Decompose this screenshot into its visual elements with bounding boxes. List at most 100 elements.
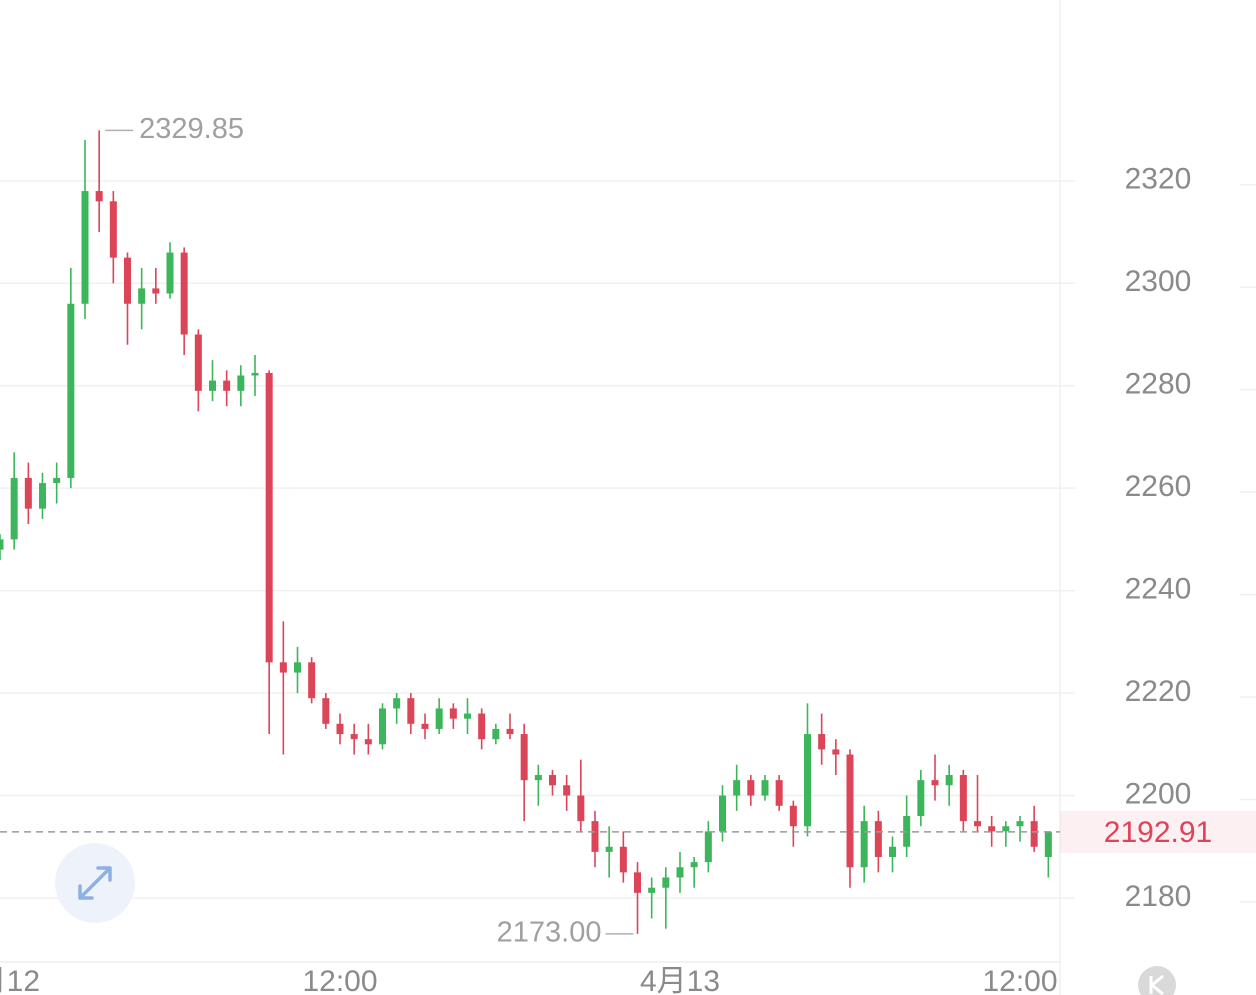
y-tick-label: 2240 [1125,573,1192,606]
candle-body [520,734,528,781]
candle-body [549,775,556,786]
y-tick-label: 2220 [1125,675,1192,708]
y-tick-label: 2320 [1125,163,1192,196]
candle-body [577,795,585,822]
candle-body [194,334,202,391]
candle-body [931,780,939,786]
candle-body [634,872,641,893]
candle-body [690,862,698,868]
x-tick-label: 12:00 [302,965,377,995]
candle-body [804,734,811,827]
candle-body [138,288,146,304]
candle-body [662,877,670,888]
candle-body [53,477,61,484]
candle-body [10,477,18,540]
candle-body [733,780,741,796]
candle-body [534,775,542,781]
grid [0,180,1256,903]
candle-body [449,708,457,719]
candle-body [39,483,46,509]
candle-body [109,201,117,258]
candle-body [846,754,854,868]
candle-body [506,728,514,735]
candle-body [322,698,330,724]
candle-body [605,846,613,852]
expand-button[interactable] [55,843,135,923]
candle-body [1002,826,1010,832]
candle-body [761,780,769,796]
candle-body [747,780,755,796]
candle-body [704,831,712,863]
candle-body [478,713,486,740]
candle-body [81,191,89,304]
x-tick-label: 12:00 [982,965,1057,995]
candle-body [1030,821,1038,847]
candle-body [719,795,726,832]
y-tick-label: 2280 [1125,368,1192,401]
candle-body [251,372,259,376]
candle-body [24,477,32,509]
labels: 2180 2200 2220 2240 2260 2280 2300 2320 4月12 12:0… [0,113,1256,995]
y-tick-label: 2200 [1125,777,1192,810]
current-price-label: 2192.91 [1104,816,1212,849]
candles [0,130,1052,934]
candle-body [407,698,415,724]
candle-body [818,734,826,750]
candle-body [988,826,996,832]
candle-body [591,821,599,852]
y-tick-label: 2260 [1125,470,1192,503]
candle-body [464,713,471,719]
candle-body [279,662,287,673]
candle-body [619,846,627,873]
candle-body [1044,831,1052,857]
candle-body [180,252,188,335]
expand-icon[interactable] [78,866,112,900]
candle-body [945,775,953,786]
candle-body [832,749,840,755]
price-axis-panel [1060,0,1256,995]
candle-body [0,539,4,550]
low-marker-label: 2173.00 [497,916,602,948]
candle-body [775,780,783,806]
candle-body [67,303,75,478]
high-marker-label: 2329.85 [139,113,244,145]
candle-body [166,252,174,294]
candle-body [336,723,344,735]
candle-body [223,380,231,391]
candle-body [237,375,245,391]
y-tick-label: 2300 [1125,265,1192,298]
candle-body [492,728,500,740]
candle-body [874,821,882,857]
candle-body [435,708,443,729]
candle-body [789,805,797,827]
candle-body [364,739,372,745]
candle-body [917,780,925,817]
candle-body [95,191,103,202]
current-price-bg [1060,810,1256,853]
candle-body [350,734,358,740]
y-tick-label: 2180 [1125,880,1192,913]
candle-body [860,821,868,868]
candle-body [379,708,386,745]
candle-body [563,785,571,796]
candle-body [974,821,981,827]
candle-body [648,887,656,893]
candle-body [265,372,273,663]
candle-body [1016,821,1024,827]
candle-body [209,380,216,391]
candle-body [393,698,401,709]
candle-body [676,867,684,878]
candle-body [124,257,131,304]
candle-body [308,662,316,699]
candle-body [294,662,301,673]
candle-body [152,288,160,294]
candle-body [959,775,967,822]
kline-badge[interactable] [1138,966,1176,995]
x-tick-label: 4月13 [640,965,720,995]
kline-badge-icon[interactable] [1149,974,1164,995]
x-tick-label: 4月12 [0,965,40,995]
candle-body [421,723,429,729]
candle-body [889,846,896,857]
